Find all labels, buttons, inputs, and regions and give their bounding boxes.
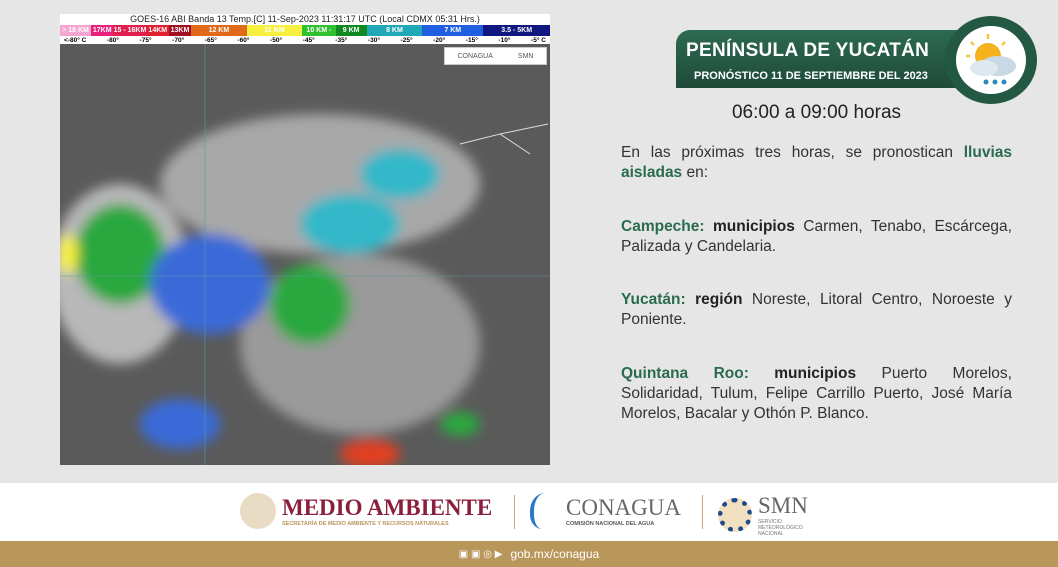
- partly-cloudy-rain-icon: [945, 16, 1037, 104]
- temp-label: -25°: [400, 37, 413, 44]
- temp-label: -15°: [465, 37, 478, 44]
- page-subtitle: PRONÓSTICO 11 DE SEPTIEMBRE DEL 2023: [694, 70, 928, 82]
- time-range: 06:00 a 09:00 horas: [731, 102, 902, 123]
- scale-band: > 18 KM: [60, 25, 92, 36]
- scale-band: 9 KM: [335, 25, 367, 36]
- conagua-logo: CONAGUA: [457, 52, 493, 60]
- temp-label: -5° C: [531, 37, 546, 44]
- temperature-scale: <-80° C -80° -75° -70° -65° -60° -50° -45° -35° -…: [60, 36, 550, 45]
- region-quintana-roo: Quintana Roo: municipios Puerto Morelos,…: [621, 365, 1012, 422]
- scale-band: 13KM: [168, 25, 192, 36]
- smn-logo: SMN SERVICIO METEOROLÓGICO NACIONAL: [718, 493, 808, 537]
- temp-label: -80°: [106, 37, 119, 44]
- scale-band: 15 - 16KM: [113, 25, 147, 36]
- temp-label: <-80° C: [64, 37, 87, 44]
- smn-logo: SMN: [517, 52, 534, 60]
- title-banner: PENÍNSULA DE YUCATÁN PRONÓSTICO 11 DE SE…: [676, 30, 976, 88]
- scale-band: 14KM: [146, 25, 169, 36]
- scale-band: 10 KM -: [302, 25, 336, 36]
- social-icons[interactable]: ▣ ▣ ◎ ▶: [458, 548, 503, 560]
- temp-label: -20°: [433, 37, 446, 44]
- conagua-icon: [530, 493, 560, 529]
- satellite-title: GOES-16 ABI Banda 13 Temp.[C] 11-Sep-202…: [130, 14, 480, 24]
- conagua-logo: CONAGUA COMISIÓN NACIONAL DEL AGUA: [530, 493, 681, 529]
- map-logos: CONAGUA SMN: [444, 47, 547, 65]
- temp-label: -45°: [302, 37, 315, 44]
- temp-label: -30°: [367, 37, 380, 44]
- temp-label: -50°: [270, 37, 283, 44]
- medio-ambiente-logo: MEDIO AMBIENTE SECRETARÍA DE MEDIO AMBIE…: [240, 493, 492, 529]
- temp-label: -75°: [139, 37, 152, 44]
- social-bar: ▣ ▣ ◎ ▶ gob.mx/conagua: [0, 541, 1058, 567]
- temp-label: -70°: [172, 37, 185, 44]
- temp-label: -60°: [237, 37, 250, 44]
- intro-text: En las próximas tres horas, se pronostic…: [621, 144, 1012, 181]
- temp-label: -35°: [335, 37, 348, 44]
- altitude-scale: > 18 KM 17KM 15 - 16KM 14KM 13KM 12 KM 11 KM 10…: [60, 25, 550, 36]
- scale-band: 3.5 - 5KM: [483, 25, 550, 36]
- cloud-imagery: [60, 44, 550, 465]
- coat-of-arms-icon: [240, 493, 276, 529]
- temp-label: -65°: [204, 37, 217, 44]
- page-title: PENÍNSULA DE YUCATÁN: [686, 40, 930, 61]
- satellite-image: GOES-16 ABI Banda 13 Temp.[C] 11-Sep-202…: [60, 14, 550, 465]
- website-link[interactable]: gob.mx/conagua: [510, 547, 600, 561]
- region-yucatan: Yucatán: región Noreste, Litoral Centro,…: [621, 291, 1012, 328]
- scale-band: 7 KM: [422, 25, 484, 36]
- scale-band: 12 KM: [191, 25, 247, 36]
- satellite-map: CONAGUA SMN: [60, 44, 550, 465]
- footer-logos: MEDIO AMBIENTE SECRETARÍA DE MEDIO AMBIE…: [0, 483, 1058, 541]
- smn-icon: [718, 498, 752, 532]
- scale-band: 17KM: [91, 25, 114, 36]
- scale-band: 8 KM: [366, 25, 423, 36]
- temp-label: -10°: [498, 37, 511, 44]
- scale-band: 11 KM: [246, 25, 303, 36]
- region-campeche: Campeche: municipios Carmen, Tenabo, Esc…: [621, 218, 1012, 255]
